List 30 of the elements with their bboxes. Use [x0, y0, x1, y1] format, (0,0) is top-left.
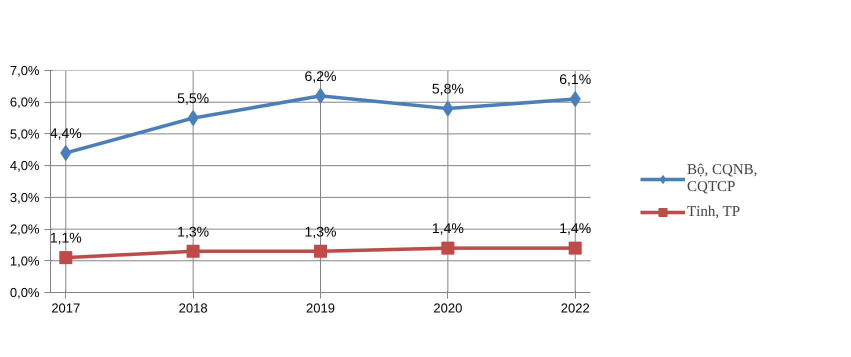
point: [441, 242, 454, 255]
x-tick-label: 2017: [51, 300, 80, 316]
data-label: 5,5%: [177, 90, 210, 106]
point: [59, 251, 72, 264]
data-label: 6,1%: [559, 71, 592, 88]
data-label: 1,4%: [432, 220, 464, 236]
legend-label: Tỉnh, TP: [687, 204, 740, 220]
y-tick-label: 7,0%: [10, 63, 40, 78]
y-tick-label: 4,0%: [10, 158, 40, 174]
point: [186, 244, 200, 258]
point: [314, 244, 327, 258]
data-label: 1,4%: [559, 220, 592, 236]
x-tick-label: 2018: [178, 300, 208, 316]
data-label: 4,4%: [50, 124, 82, 141]
data-label: 5,8%: [432, 80, 464, 97]
point: [568, 242, 582, 255]
data-label: 1,3%: [304, 223, 336, 240]
data-label: 1,1%: [50, 230, 82, 246]
y-tick-label: 6,0%: [10, 94, 40, 110]
legend-label: Bộ, CQNB, CQTCP: [687, 162, 758, 196]
y-tick-label: 0,0%: [10, 285, 40, 300]
data-label: 6,2%: [304, 68, 336, 84]
x-tick-label: 2019: [306, 300, 335, 316]
y-tick-label: 1,0%: [10, 253, 40, 268]
x-tick-label: 2022: [560, 300, 590, 316]
data-label: 1,3%: [177, 223, 210, 240]
x-tick-label: 2020: [433, 300, 462, 316]
y-tick-label: 2,0%: [10, 222, 40, 237]
y-tick-label: 3,0%: [10, 190, 40, 205]
y-tick-label: 5,0%: [10, 126, 40, 142]
